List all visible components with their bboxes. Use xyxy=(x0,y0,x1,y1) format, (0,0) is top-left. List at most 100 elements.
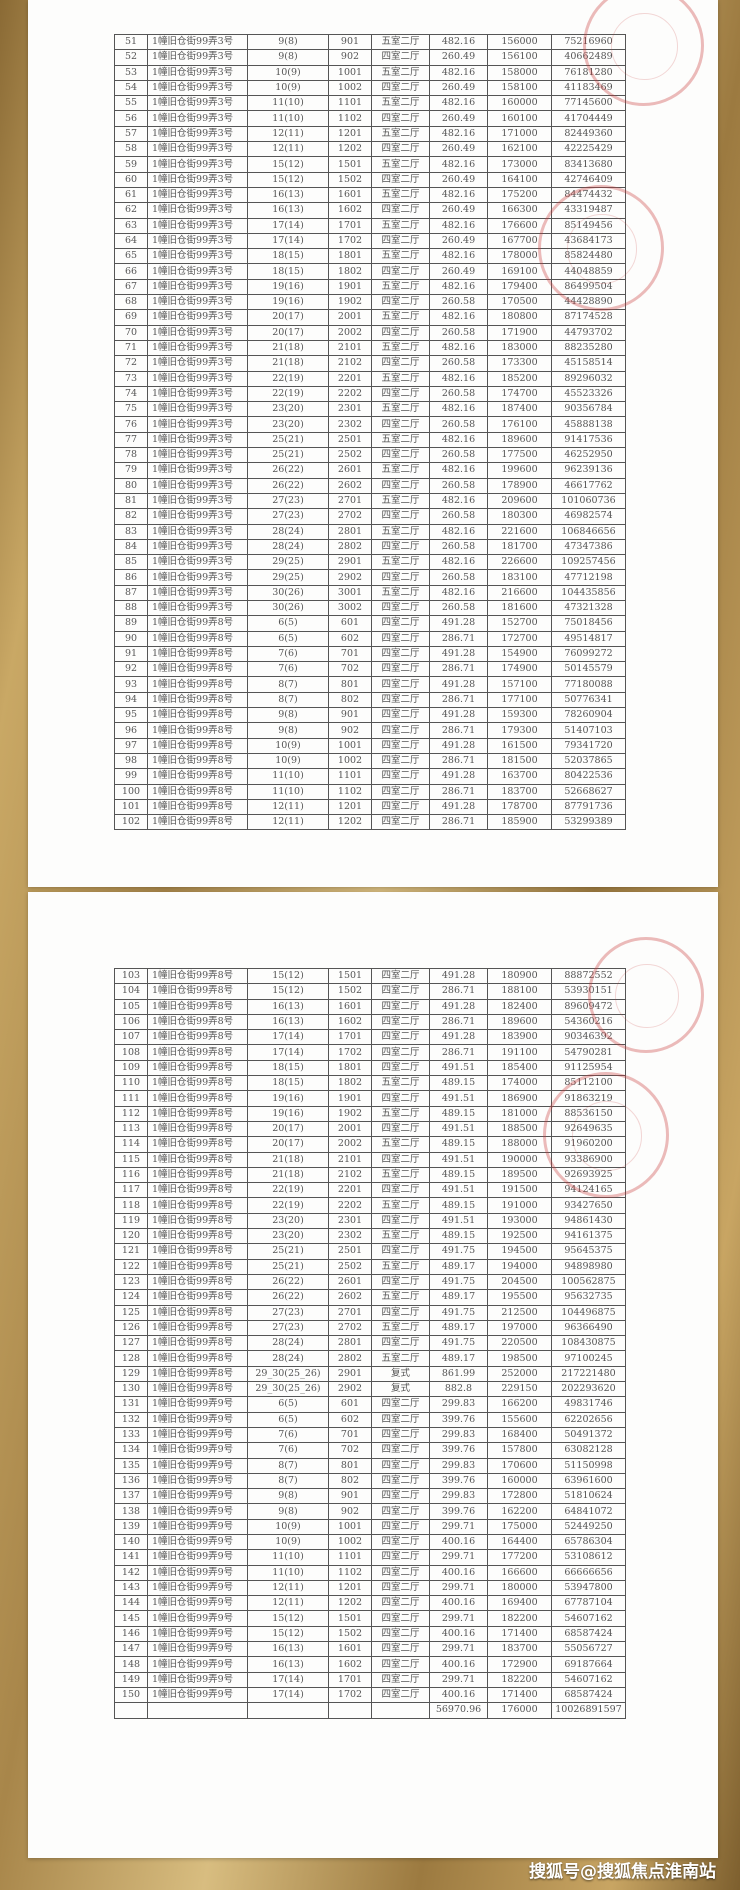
floor-cell: 15(12) xyxy=(247,983,329,1000)
unit-price-cell: 161500 xyxy=(487,737,552,754)
table-row: 100 1幢旧仓街99弄8号 11(10) 1102 四室二厅 286.71 183700 5… xyxy=(114,783,626,800)
unit-price-cell: 177500 xyxy=(487,447,552,464)
unit-price-cell: 189600 xyxy=(487,431,552,449)
total-price-cell: 89609472 xyxy=(551,998,626,1015)
unit-layout-cell: 四室二厅 xyxy=(371,1090,430,1107)
row-number-cell: 134 xyxy=(114,1442,148,1459)
empty-cell xyxy=(247,1702,329,1719)
unit-price-cell: 185200 xyxy=(487,370,552,387)
row-number-cell: 126 xyxy=(114,1319,148,1337)
table-row: 144 1幢旧仓街99弄9号 12(11) 1202 四室二厅 400.16 169400 6… xyxy=(114,1595,626,1612)
floor-cell: 29(25) xyxy=(247,569,329,586)
area-cell: 286.71 xyxy=(429,661,488,678)
total-price-cell: 51407103 xyxy=(551,722,626,739)
address-cell: 1幢旧仓街99弄9号 xyxy=(147,1625,248,1643)
total-price-cell: 91960200 xyxy=(551,1136,626,1153)
table-row: 65 1幢旧仓街99弄3号 18(15) 1801 五室二厅 482.16 178000 85… xyxy=(114,248,626,265)
address-cell: 1幢旧仓街99弄3号 xyxy=(147,599,248,617)
floor-cell: 11(10) xyxy=(247,1549,329,1566)
address-cell: 1幢旧仓街99弄3号 xyxy=(147,248,248,265)
row-number-cell: 108 xyxy=(114,1044,148,1061)
table-row: 60 1幢旧仓街99弄3号 15(12) 1502 四室二厅 260.49 164100 42… xyxy=(114,171,626,188)
unit-price-cell: 174900 xyxy=(487,661,552,678)
row-number-cell: 96 xyxy=(114,722,148,739)
floor-cell: 21(18) xyxy=(247,355,329,372)
table-row: 146 1幢旧仓街99弄9号 15(12) 1502 四室二厅 400.16 171400 6… xyxy=(114,1625,626,1643)
room-number-cell: 1801 xyxy=(328,1059,372,1077)
row-number-cell: 65 xyxy=(114,248,148,265)
area-cell: 489.15 xyxy=(429,1136,488,1153)
area-cell: 482.16 xyxy=(429,125,488,143)
address-cell: 1幢旧仓街99弄3号 xyxy=(147,385,248,403)
address-cell: 1幢旧仓街99弄8号 xyxy=(147,1105,248,1122)
unit-price-cell: 181700 xyxy=(487,538,552,556)
floor-cell: 18(15) xyxy=(247,1075,329,1092)
room-number-cell: 2501 xyxy=(328,1243,372,1260)
floor-cell: 16(13) xyxy=(247,1013,329,1031)
table-row: 58 1幢旧仓街99弄3号 12(11) 1202 四室二厅 260.49 162100 42… xyxy=(114,141,626,158)
unit-layout-cell: 四室二厅 xyxy=(371,1472,430,1490)
address-cell: 1幢旧仓街99弄3号 xyxy=(147,217,248,234)
total-price-cell: 54607162 xyxy=(551,1610,626,1627)
table-row: 89 1幢旧仓街99弄8号 6(5) 601 四室二厅 491.28 152700 75018… xyxy=(114,615,626,632)
address-cell: 1幢旧仓街99弄9号 xyxy=(147,1411,248,1428)
floor-cell: 7(6) xyxy=(247,661,329,678)
room-number-cell: 902 xyxy=(328,1503,372,1520)
total-price-cell: 91417536 xyxy=(551,431,626,449)
room-number-cell: 2101 xyxy=(328,1151,372,1168)
total-price-cell: 97100245 xyxy=(551,1350,626,1367)
row-number-cell: 52 xyxy=(114,49,148,66)
address-cell: 1幢旧仓街99弄8号 xyxy=(147,630,248,647)
price-table-page-2: 103 1幢旧仓街99弄8号 15(12) 1501 四室二厅 491.28 180900 8… xyxy=(114,967,626,1719)
room-number-cell: 1502 xyxy=(328,983,372,1000)
table-row: 147 1幢旧仓街99弄9号 16(13) 1601 四室二厅 299.71 183700 5… xyxy=(114,1641,626,1658)
table-row: 62 1幢旧仓街99弄3号 16(13) 1602 四室二厅 260.49 166300 43… xyxy=(114,202,626,219)
unit-layout-cell: 四室二厅 xyxy=(371,141,430,158)
room-number-cell: 1202 xyxy=(328,141,372,158)
total-price-cell: 85112100 xyxy=(551,1075,626,1092)
total-price-cell: 44428890 xyxy=(551,294,626,311)
floor-cell: 20(17) xyxy=(247,1136,329,1153)
address-cell: 1幢旧仓街99弄3号 xyxy=(147,263,248,280)
table-row: 96 1幢旧仓街99弄8号 9(8) 902 四室二厅 286.71 179300 51407… xyxy=(114,722,626,739)
area-cell: 482.16 xyxy=(429,370,488,387)
unit-price-cell: 166200 xyxy=(487,1396,552,1413)
total-price-cell: 47712198 xyxy=(551,569,626,586)
area-cell: 399.76 xyxy=(429,1411,488,1428)
floor-cell: 15(12) xyxy=(247,967,329,985)
row-number-cell: 132 xyxy=(114,1411,148,1428)
total-price-cell: 95645375 xyxy=(551,1243,626,1260)
area-cell: 299.71 xyxy=(429,1579,488,1597)
total-price-cell: 80422536 xyxy=(551,768,626,785)
row-number-cell: 133 xyxy=(114,1426,148,1444)
table-row: 94 1幢旧仓街99弄8号 8(7) 802 四室二厅 286.71 177100 50776… xyxy=(114,691,626,709)
row-number-cell: 102 xyxy=(114,814,148,831)
unit-price-cell: 180800 xyxy=(487,309,552,326)
table-row: 103 1幢旧仓街99弄8号 15(12) 1501 四室二厅 491.28 180900 8… xyxy=(114,967,626,985)
floor-cell: 19(16) xyxy=(247,1105,329,1122)
unit-layout-cell: 四室二厅 xyxy=(371,1595,430,1612)
address-cell: 1幢旧仓街99弄8号 xyxy=(147,645,248,663)
floor-cell: 26(22) xyxy=(247,1273,329,1291)
unit-layout-cell: 四室二厅 xyxy=(371,661,430,678)
room-number-cell: 1601 xyxy=(328,998,372,1015)
address-cell: 1幢旧仓街99弄8号 xyxy=(147,691,248,709)
address-cell: 1幢旧仓街99弄3号 xyxy=(147,278,248,296)
floor-cell: 8(7) xyxy=(247,691,329,709)
row-number-cell: 109 xyxy=(114,1059,148,1077)
area-cell: 489.15 xyxy=(429,1197,488,1214)
area-cell: 491.28 xyxy=(429,737,488,754)
total-price-cell: 94124165 xyxy=(551,1182,626,1199)
table-row: 120 1幢旧仓街99弄8号 23(20) 2302 五室二厅 489.15 192500 9… xyxy=(114,1228,626,1245)
unit-price-cell: 179300 xyxy=(487,722,552,739)
unit-layout-cell: 四室二厅 xyxy=(371,752,430,770)
floor-cell: 28(24) xyxy=(247,1335,329,1352)
unit-price-cell: 188000 xyxy=(487,1136,552,1153)
area-cell: 489.17 xyxy=(429,1258,488,1275)
table-row: 92 1幢旧仓街99弄8号 7(6) 702 四室二厅 286.71 174900 50145… xyxy=(114,661,626,678)
table-row: 138 1幢旧仓街99弄9号 9(8) 902 四室二厅 399.76 162200 6484… xyxy=(114,1503,626,1520)
table-row: 84 1幢旧仓街99弄3号 28(24) 2802 四室二厅 260.58 181700 47… xyxy=(114,538,626,556)
address-cell: 1幢旧仓街99弄8号 xyxy=(147,1090,248,1107)
total-price-cell: 83413680 xyxy=(551,156,626,173)
address-cell: 1幢旧仓街99弄8号 xyxy=(147,1365,248,1383)
